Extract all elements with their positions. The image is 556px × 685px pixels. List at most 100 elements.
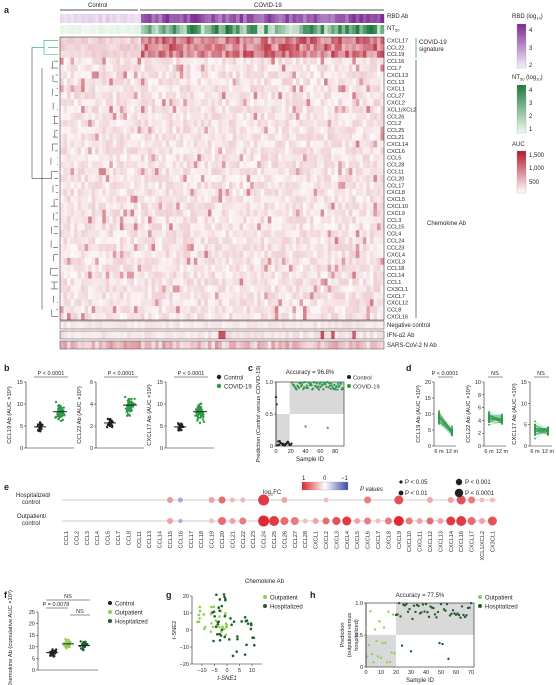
heatmap-cell [214, 64, 219, 72]
heatmap-cell [359, 71, 364, 79]
heatmap-cell [250, 244, 254, 252]
heatmap-cell [190, 202, 195, 210]
heatmap-cell [144, 188, 149, 196]
heatmap-cell [109, 168, 114, 176]
heatmap-cell [151, 92, 156, 100]
c-covid-point [310, 384, 313, 387]
heatmap-cell [281, 306, 286, 314]
heatmap-cell [158, 64, 163, 72]
heatmap-cell [190, 237, 195, 245]
heatmap-cell [369, 71, 374, 79]
c-xtick: 60 [317, 449, 323, 455]
heatmap-cell [320, 313, 325, 321]
heatmap-cell [137, 195, 142, 203]
heatmap-cell [281, 223, 286, 231]
heatmap-cell [281, 43, 286, 52]
heatmap-cell [193, 85, 198, 93]
heatmap-cell [253, 223, 258, 231]
heatmap-cell [179, 112, 184, 121]
heatmap-cell [190, 106, 195, 114]
heatmap-cell [126, 181, 131, 190]
heatmap-cell [179, 99, 184, 107]
heatmap-cell [179, 78, 184, 86]
heatmap-cell [341, 237, 346, 245]
heatmap-cell [60, 195, 64, 203]
control-row-cell [105, 331, 110, 339]
heatmap-cell [260, 195, 265, 203]
heatmap-cell [197, 209, 202, 217]
heatmap-cell [144, 119, 149, 127]
heatmap-cell [359, 147, 364, 155]
heatmap-cell [148, 133, 152, 141]
heatmap-cell [369, 78, 374, 86]
heatmap-cell [232, 147, 237, 155]
heatmap-cell [165, 271, 170, 279]
heatmap-cell [310, 168, 314, 176]
heatmap-cell [109, 106, 114, 114]
heatmap-cell [341, 71, 346, 79]
heatmap-cell [260, 181, 265, 190]
control-row-cell [63, 331, 68, 339]
heatmap-cell [369, 161, 374, 169]
heatmap-cell [380, 306, 385, 314]
heatmap-cell [331, 78, 335, 86]
heatmap-cell [222, 64, 226, 72]
heatmap-cell [141, 154, 145, 162]
heatmap-cell [98, 223, 103, 231]
heatmap-cell [295, 126, 300, 134]
heatmap-cell [60, 278, 64, 286]
heatmap-cell [271, 140, 276, 148]
heatmap-cell [95, 271, 99, 279]
heatmap-cell [264, 264, 268, 272]
nt-cell [222, 25, 226, 34]
heatmap-cell [260, 140, 265, 148]
heatmap-cell [155, 147, 159, 155]
heatmap-cell [158, 147, 163, 155]
rbd-cell [306, 14, 311, 23]
heatmap-cell [366, 133, 371, 141]
heatmap-cell [362, 119, 367, 127]
heatmap-cell [183, 216, 187, 224]
control-row-cell [243, 321, 247, 329]
heatmap-cell [362, 126, 367, 134]
heatmap-cell [179, 237, 184, 245]
heatmap-cell [352, 112, 357, 121]
d1-ytick-label: 6 [478, 406, 481, 412]
heatmap-cell [243, 292, 247, 300]
heatmap-cell [70, 230, 75, 238]
heatmap-cell [102, 188, 106, 196]
heatmap-cell [369, 244, 374, 252]
heatmap-cell [327, 140, 332, 148]
heatmap-cell [190, 147, 195, 155]
heatmap-cell [324, 271, 328, 279]
heatmap-cell [327, 223, 332, 231]
heatmap-cell [102, 299, 106, 307]
heatmap-cell [141, 126, 145, 134]
heatmap-cell [260, 188, 265, 196]
heatmap-cell [63, 99, 68, 107]
heatmap-cell [218, 161, 223, 169]
heatmap-cell [380, 202, 385, 210]
control-row-cell [98, 331, 103, 339]
c-covid-point [304, 425, 307, 428]
heatmap-cell [355, 250, 360, 259]
heatmap-cell [119, 154, 124, 162]
heatmap-cell [376, 264, 381, 272]
heatmap-cell [260, 264, 265, 272]
heatmap-cell [352, 237, 357, 245]
control-row-cell [274, 341, 279, 349]
heatmap-cell [239, 292, 244, 300]
heatmap-cell [292, 85, 297, 93]
heatmap-cell [91, 43, 96, 52]
heatmap-cell [310, 313, 314, 321]
heatmap-cell [253, 50, 258, 58]
heatmap-cell [186, 78, 191, 86]
heatmap-cell [190, 92, 195, 100]
heatmap-cell [352, 188, 357, 196]
heatmap-cell [88, 181, 92, 190]
control-row-cell [278, 331, 283, 339]
control-row-cell [341, 341, 346, 349]
rbd-cell [126, 14, 131, 23]
heatmap-cell [260, 57, 265, 65]
heatmap-cell [359, 292, 364, 300]
